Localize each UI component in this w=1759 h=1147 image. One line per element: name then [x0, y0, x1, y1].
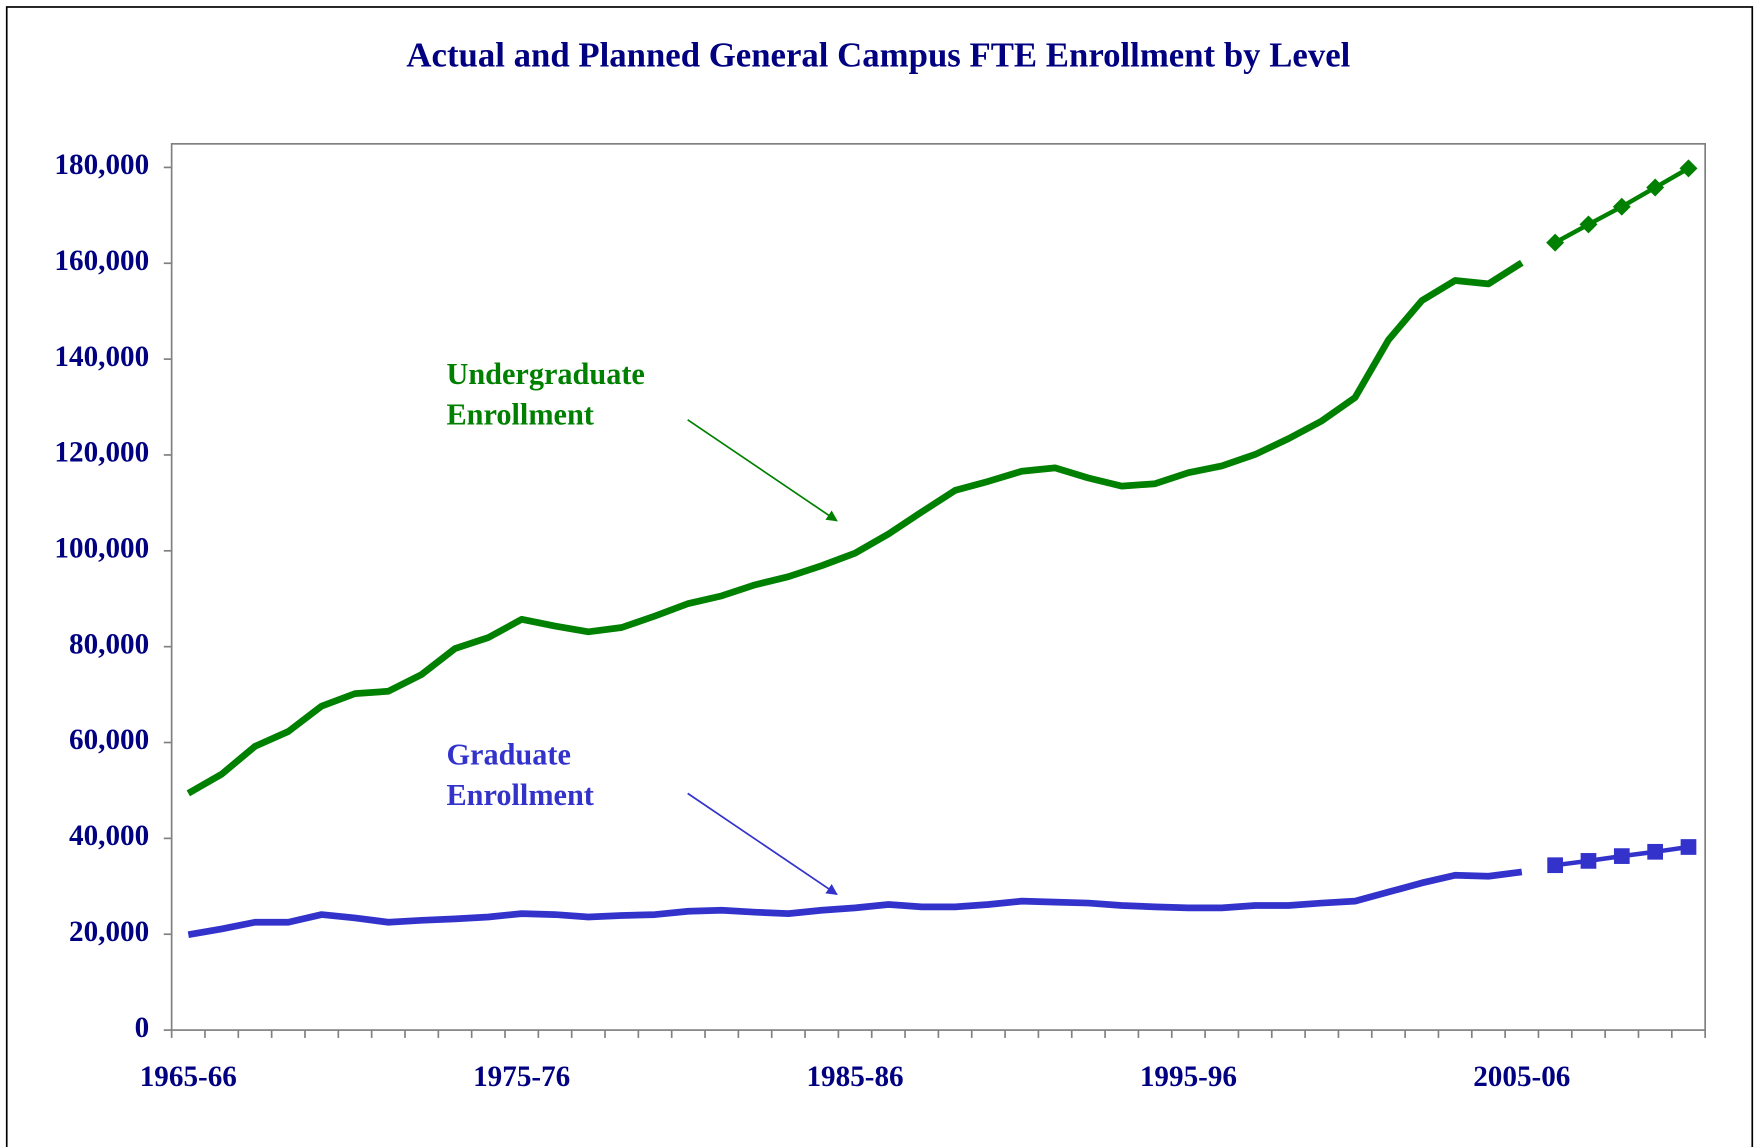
annotation: Graduate	[446, 737, 570, 771]
y-tick-label: 20,000	[69, 916, 149, 948]
annotation-arrow	[687, 419, 838, 522]
y-tick-label: 140,000	[54, 341, 149, 373]
point-marker	[1646, 178, 1665, 197]
point-marker	[1580, 853, 1597, 869]
y-tick-label: 100,000	[54, 533, 149, 565]
frame	[5, 6, 1754, 1147]
y-tick-label: 180,000	[54, 149, 149, 181]
point-marker	[1547, 857, 1563, 874]
point-marker	[1647, 843, 1663, 860]
point-marker	[1680, 839, 1697, 855]
point-marker	[1579, 215, 1598, 234]
y-tick-label: 80,000	[69, 628, 149, 660]
chart-title: Actual and Planned General Campus FTE En…	[406, 36, 1350, 75]
x-tick-label: 2005-06	[1473, 1061, 1570, 1093]
point-marker	[1612, 197, 1631, 216]
series-line	[187, 868, 1523, 939]
point-marker	[1546, 233, 1565, 252]
y-tick-label: 160,000	[54, 245, 149, 277]
x-tick-label: 1985-86	[806, 1061, 903, 1093]
annotation: Enrollment	[446, 778, 593, 812]
point-marker	[1679, 159, 1698, 178]
y-tick-label: 60,000	[69, 724, 149, 756]
plot-area	[170, 143, 1706, 1031]
annotation: Undergraduate	[446, 357, 644, 391]
annotation: Enrollment	[446, 398, 593, 432]
annotation-arrow	[687, 792, 838, 896]
point-marker	[1613, 848, 1630, 864]
y-tick-label: 120,000	[54, 437, 149, 469]
x-tick-label: 1965-66	[140, 1061, 237, 1093]
x-tick-label: 1995-96	[1140, 1061, 1237, 1093]
x-tick-label: 1975-76	[473, 1061, 570, 1093]
y-tick-label: 40,000	[69, 820, 149, 852]
y-tick-label: 0	[135, 1012, 150, 1044]
series-line	[186, 259, 1524, 797]
